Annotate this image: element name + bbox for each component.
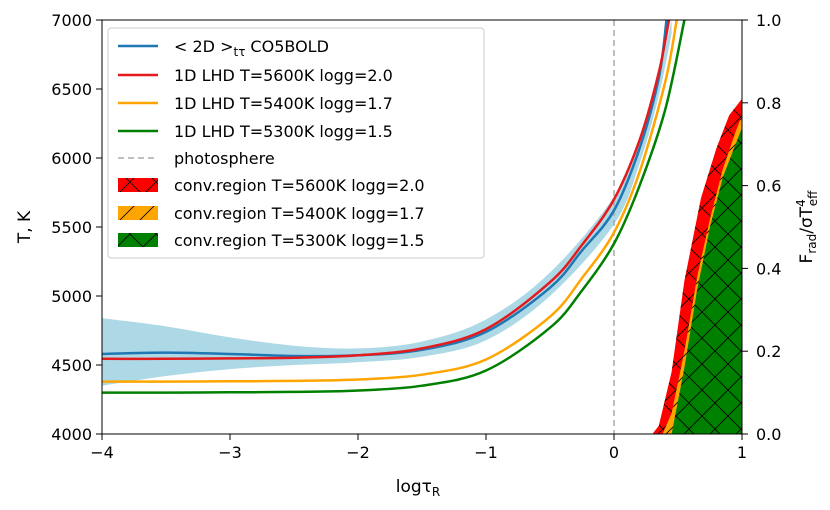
plot-area bbox=[102, 20, 742, 434]
y2-tick-label: 0.6 bbox=[756, 177, 781, 196]
y2-label-eff: eff bbox=[806, 190, 820, 206]
x-tick-label: 0 bbox=[609, 443, 619, 462]
y2-label-F: F bbox=[797, 254, 817, 264]
legend-label-2d: < 2D >tτ CO5BOLD bbox=[174, 37, 329, 59]
x-tick-label: −3 bbox=[218, 443, 242, 462]
legend-hatch-conv-5400 bbox=[118, 206, 158, 220]
x-tick-label: 1 bbox=[737, 443, 747, 462]
band-2d-spread bbox=[102, 20, 672, 386]
x-axis-label-main: logτ bbox=[396, 477, 432, 497]
x-tick-label: −1 bbox=[474, 443, 498, 462]
x-tick-label: −4 bbox=[90, 443, 114, 462]
legend-label-conv-5400: conv.region T=5400K logg=1.7 bbox=[174, 204, 425, 223]
y-tick-label: 7000 bbox=[51, 11, 92, 30]
x-tick-label: −2 bbox=[346, 443, 370, 462]
legend-label-2d-sub: tτ bbox=[233, 45, 245, 59]
y2-tick-label: 0.0 bbox=[756, 425, 781, 444]
legend-label-5400: 1D LHD T=5400K logg=1.7 bbox=[174, 94, 393, 113]
y-tick-label: 6000 bbox=[51, 149, 92, 168]
y-tick-label: 5500 bbox=[51, 218, 92, 237]
legend-hatch-conv-5300 bbox=[118, 233, 158, 247]
legend: < 2D >tτ CO5BOLD 1D LHD T=5600K logg=2.0 … bbox=[107, 27, 485, 259]
y2-tick-label: 0.4 bbox=[756, 259, 781, 278]
series-line-2 bbox=[102, 20, 678, 383]
axes: −4 −3 −2 −1 0 1 4000 4500 5000 5500 6000 6500 7000 0.… bbox=[51, 11, 781, 462]
series-line-0 bbox=[102, 20, 668, 358]
y-axis-label: T, K bbox=[15, 210, 35, 244]
y2-label-4: 4 bbox=[794, 199, 808, 207]
legend-hatch-conv-5600 bbox=[118, 178, 158, 192]
y-tick-label: 4000 bbox=[51, 425, 92, 444]
y2-tick-label: 1.0 bbox=[756, 11, 781, 30]
series-line-1 bbox=[102, 20, 671, 361]
legend-box bbox=[107, 27, 485, 259]
legend-label-2d-main: < 2D > bbox=[174, 37, 233, 56]
legend-label-photosphere: photosphere bbox=[174, 149, 275, 168]
y2-tick-label: 0.8 bbox=[756, 94, 781, 113]
legend-label-2d-tail: CO5BOLD bbox=[250, 37, 328, 56]
y2-label-sigma: /σT bbox=[797, 206, 817, 234]
legend-label-5300: 1D LHD T=5300K logg=1.5 bbox=[174, 122, 393, 141]
series-line-3 bbox=[102, 20, 686, 394]
y2-axis-label: Frad/σT4eff bbox=[794, 190, 820, 264]
legend-label-conv-5300: conv.region T=5300K logg=1.5 bbox=[174, 231, 425, 250]
legend-label-5600: 1D LHD T=5600K logg=2.0 bbox=[174, 66, 393, 85]
x-axis-label: logτR bbox=[396, 477, 441, 499]
y-tick-label: 4500 bbox=[51, 356, 92, 375]
y-tick-label: 5000 bbox=[51, 287, 92, 306]
conv-region-hatch-2 bbox=[671, 127, 742, 434]
y2-tick-label: 0.2 bbox=[756, 342, 781, 361]
legend-label-conv-5600: conv.region T=5600K logg=2.0 bbox=[174, 176, 425, 195]
y-tick-label: 6500 bbox=[51, 80, 92, 99]
x-axis-label-sub: R bbox=[432, 485, 440, 499]
y2-label-rad: rad bbox=[805, 234, 819, 254]
